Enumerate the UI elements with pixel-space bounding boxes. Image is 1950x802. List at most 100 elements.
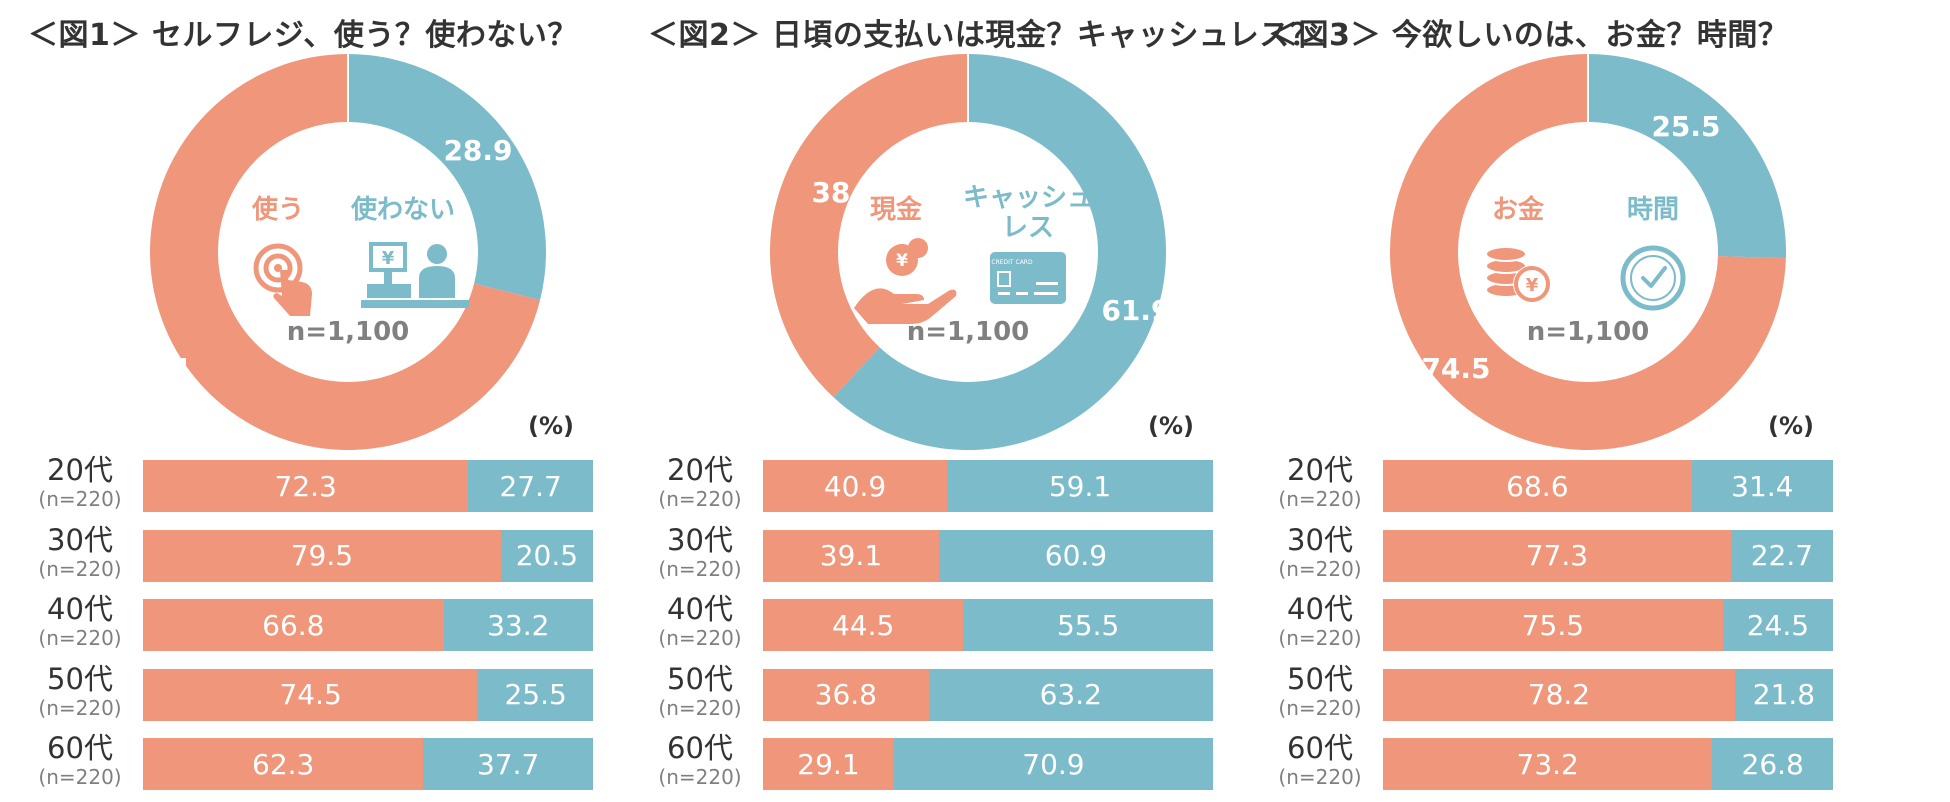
bar-segment-b: 63.2 xyxy=(928,668,1213,721)
touch-hand-icon xyxy=(253,243,312,316)
donut-slice-cash xyxy=(770,54,968,398)
bar-segment-a: 44.5 xyxy=(763,599,964,651)
donut-label-a: 現金 xyxy=(870,194,923,225)
bar-segment-b: 27.7 xyxy=(468,460,593,512)
bar-row: 44.5 55.5 xyxy=(763,599,1213,651)
row-label: 20代 (n=220) xyxy=(645,454,755,512)
unit-label: (%) xyxy=(1148,412,1194,440)
bar-segment-a: 72.3 xyxy=(143,460,469,512)
age-group-label: 50代 xyxy=(1287,661,1353,696)
age-group-label: 30代 xyxy=(47,522,113,557)
row-label: 40代 (n=220) xyxy=(1265,593,1375,651)
donut-value-a: 74.5 xyxy=(1421,352,1490,385)
donut-value-b: 25.5 xyxy=(1651,110,1720,143)
yen-sign: ¥ xyxy=(1526,275,1539,296)
bar-row: 62.3 37.7 xyxy=(143,738,593,790)
row-sample-size: (n=220) xyxy=(658,765,742,789)
row-label: 30代 (n=220) xyxy=(1265,522,1375,581)
chart-panel-money-or-time: ＜図3＞ 今欲しいのは、お金？時間？ 74.5 25.5 お金 時間 ¥ n=1,100 … xyxy=(1268,0,1908,802)
row-label: 50代 (n=220) xyxy=(645,661,755,720)
bar-segment-a: 40.9 xyxy=(763,460,948,512)
bar-segment-a: 78.2 xyxy=(1383,668,1735,721)
row-sample-size: (n=220) xyxy=(658,626,742,650)
bar-segment-a: 79.5 xyxy=(143,529,501,582)
donut-label-a: お金 xyxy=(1492,194,1545,225)
age-group-label: 20代 xyxy=(47,453,113,487)
bar-segment-a: 29.1 xyxy=(763,738,894,790)
bar-segment-a: 36.8 xyxy=(763,668,929,721)
sample-size-label: n=1,100 xyxy=(287,317,410,347)
cashier-register-icon: ¥ xyxy=(361,242,469,308)
bar-segment-b: 31.4 xyxy=(1691,460,1833,512)
bar-segment-a: 74.5 xyxy=(143,668,479,721)
bar-row: 74.5 25.5 xyxy=(143,668,593,721)
age-group-label: 30代 xyxy=(1287,522,1353,557)
bar-row: 66.8 33.2 xyxy=(143,599,593,651)
bar-row: 77.3 22.7 xyxy=(1383,529,1833,582)
sample-size-label: n=1,100 xyxy=(907,317,1030,347)
bar-segment-b: 55.5 xyxy=(963,599,1213,651)
row-sample-size: (n=220) xyxy=(658,487,742,511)
bar-row: 75.5 24.5 xyxy=(1383,599,1833,651)
donut-slice-time xyxy=(1588,54,1786,259)
chart-panel-payment-method: ＜図2＞ 日頃の支払いは現金？キャッシュレス？ 38.1 61.9 現金 キャッシュレ… xyxy=(645,0,1320,802)
donut-chart: 74.5 25.5 お金 時間 ¥ n=1,100 xyxy=(1390,54,1786,450)
panel-title: ＜図3＞ 今欲しいのは、お金？時間？ xyxy=(1268,18,1789,53)
bar-segment-b: 24.5 xyxy=(1722,599,1833,651)
bar-row: 36.8 63.2 xyxy=(763,668,1213,721)
bar-segment-a: 68.6 xyxy=(1383,460,1692,512)
donut-chart: 71.1 28.9 使う 使わない ¥ n=1,100 xyxy=(123,54,547,450)
row-label: 60代 (n=220) xyxy=(645,731,755,790)
bar-segment-b: 25.5 xyxy=(478,668,593,721)
row-sample-size: (n=220) xyxy=(1278,695,1362,720)
yen-sign: ¥ xyxy=(896,251,908,271)
row-sample-size: (n=220) xyxy=(1278,487,1362,511)
donut-label-b: 使わない xyxy=(350,195,455,225)
row-label: 40代 (n=220) xyxy=(25,592,135,651)
donut-value-a: 71.1 xyxy=(123,352,192,385)
donut-value-a: 38.1 xyxy=(811,176,880,209)
age-group-label: 60代 xyxy=(667,731,733,765)
donut-slice-use xyxy=(149,54,541,450)
bar-segment-a: 66.8 xyxy=(143,599,444,651)
yen-sign: ¥ xyxy=(382,248,395,269)
row-label: 20代 (n=220) xyxy=(25,453,135,512)
bar-row: 78.2 21.8 xyxy=(1383,668,1833,721)
hand-yen-coin-icon: ¥ xyxy=(854,238,957,324)
bar-segment-b: 20.5 xyxy=(500,529,593,582)
panel-title: ＜図2＞ 日頃の支払いは現金？キャッシュレス？ xyxy=(648,18,1321,53)
bar-segment-b: 21.8 xyxy=(1734,668,1833,721)
sample-size-label: n=1,100 xyxy=(1527,317,1650,347)
bar-segment-a: 75.5 xyxy=(1383,599,1723,651)
row-label: 30代 (n=220) xyxy=(645,523,755,581)
donut-label-b: キャッシュ xyxy=(963,183,1093,213)
bar-segment-b: 70.9 xyxy=(893,738,1213,790)
row-label: 50代 (n=220) xyxy=(25,662,135,720)
bar-segment-b: 26.8 xyxy=(1712,738,1833,790)
bar-segment-b: 60.9 xyxy=(938,529,1213,582)
age-group-label: 40代 xyxy=(667,592,733,626)
row-label: 20代 (n=220) xyxy=(1265,453,1375,512)
age-group-label: 50代 xyxy=(667,661,733,696)
bar-segment-a: 73.2 xyxy=(1383,738,1713,790)
age-group-label: 60代 xyxy=(1287,731,1353,765)
row-label: 40代 (n=220) xyxy=(645,592,755,651)
bar-segment-a: 39.1 xyxy=(763,529,939,582)
row-label: 60代 (n=220) xyxy=(1265,731,1375,790)
bar-segment-a: 62.3 xyxy=(143,738,424,790)
chart-panel-self-checkout: ＜図1＞ セルフレジ、使う？使わない？ 71.1 28.9 使う 使わない ¥ n=1,1… xyxy=(28,0,668,802)
age-group-label: 40代 xyxy=(47,592,113,626)
age-group-label: 60代 xyxy=(47,731,113,765)
age-group-label: 20代 xyxy=(1287,453,1353,487)
row-sample-size: (n=220) xyxy=(38,626,122,650)
bar-segment-b: 37.7 xyxy=(423,738,593,790)
coin-stack-yen-icon: ¥ xyxy=(1485,246,1551,303)
bar-row: 72.3 27.7 xyxy=(143,460,593,512)
row-sample-size: (n=220) xyxy=(38,695,122,720)
bar-row: 39.1 60.9 xyxy=(763,529,1213,582)
bar-row: 68.6 31.4 xyxy=(1383,460,1833,512)
row-label: 60代 (n=220) xyxy=(25,731,135,790)
bar-row: 79.5 20.5 xyxy=(143,529,593,582)
panel-title: ＜図1＞ セルフレジ、使う？使わない？ xyxy=(28,18,578,53)
card-brand-text: CREDIT CARD xyxy=(991,259,1033,266)
